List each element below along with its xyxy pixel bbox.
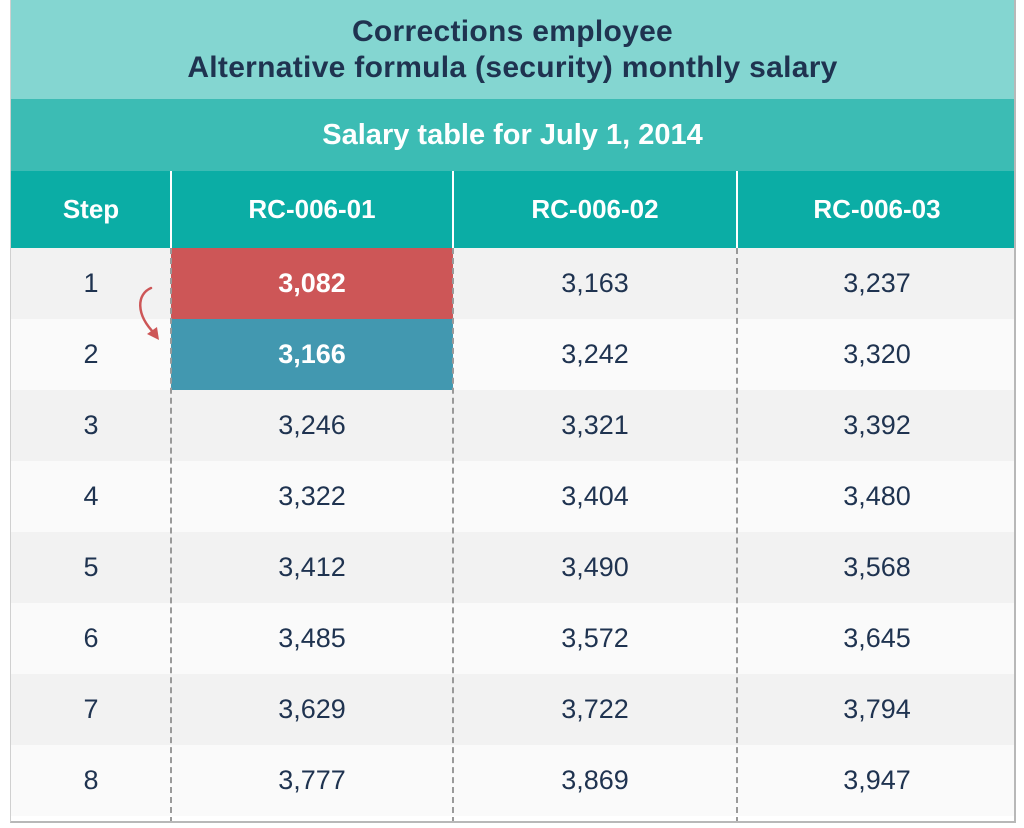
column-divider xyxy=(170,248,172,821)
title-line-1: Corrections employee xyxy=(351,14,674,48)
table-row: 1 3,082 3,163 3,237 xyxy=(11,248,1014,319)
table-row: 4 3,322 3,404 3,480 xyxy=(11,461,1014,532)
step-cell: 3 xyxy=(83,410,99,440)
header-divider xyxy=(170,171,172,248)
salary-cell: 3,322 xyxy=(278,481,346,511)
salary-cell: 3,572 xyxy=(561,623,629,653)
salary-cell: 3,321 xyxy=(561,410,629,440)
title-line-2: Alternative formula (security) monthly s… xyxy=(187,50,838,84)
table-row: 7 3,629 3,722 3,794 xyxy=(11,674,1014,745)
salary-cell: 3,480 xyxy=(843,481,911,511)
header-divider xyxy=(452,171,454,248)
table-row: 8 3,777 3,869 3,947 xyxy=(11,745,1014,816)
salary-cell: 3,163 xyxy=(561,268,629,298)
header-step: Step xyxy=(62,194,120,224)
highlighted-next-cell: 3,166 xyxy=(171,319,453,390)
salary-cell: 3,412 xyxy=(278,552,346,582)
salary-cell: 3,777 xyxy=(278,765,346,795)
salary-cell: 3,794 xyxy=(843,694,911,724)
salary-cell: 3,320 xyxy=(843,339,911,369)
column-divider xyxy=(452,248,454,821)
salary-cell: 3,490 xyxy=(561,552,629,582)
title-band: Corrections employee Alternative formula… xyxy=(11,0,1014,99)
salary-cell: 3,869 xyxy=(561,765,629,795)
table-row: 3 3,246 3,321 3,392 xyxy=(11,390,1014,461)
step-cell: 8 xyxy=(83,765,99,795)
table-header-row: Step RC-006-01 RC-006-02 RC-006-03 xyxy=(11,171,1014,248)
highlighted-current-cell: 3,082 xyxy=(171,248,453,319)
subtitle-band: Salary table for July 1, 2014 xyxy=(11,99,1014,171)
header-rc-006-01: RC-006-01 xyxy=(248,194,376,224)
step-cell: 6 xyxy=(83,623,99,653)
salary-cell: 3,722 xyxy=(561,694,629,724)
salary-cell: 3,947 xyxy=(843,765,911,795)
table-row: 2 3,166 3,242 3,320 xyxy=(11,319,1014,390)
salary-cell: 3,237 xyxy=(843,268,911,298)
step-cell: 4 xyxy=(83,481,99,511)
subtitle: Salary table for July 1, 2014 xyxy=(322,118,703,151)
table-row: 5 3,412 3,490 3,568 xyxy=(11,532,1014,603)
salary-cell: 3,629 xyxy=(278,694,346,724)
header-divider xyxy=(736,171,738,248)
step-increase-arrow-icon xyxy=(129,284,179,354)
header-rc-006-03: RC-006-03 xyxy=(813,194,941,224)
header-rc-006-02: RC-006-02 xyxy=(531,194,659,224)
salary-cell: 3,568 xyxy=(843,552,911,582)
step-cell: 1 xyxy=(83,268,99,298)
salary-cell: 3,404 xyxy=(561,481,629,511)
salary-cell: 3,392 xyxy=(843,410,911,440)
step-cell: 7 xyxy=(83,694,99,724)
salary-cell: 3,645 xyxy=(843,623,911,653)
step-cell: 2 xyxy=(83,339,99,369)
column-divider xyxy=(736,248,738,821)
salary-table-graphic: Corrections employee Alternative formula… xyxy=(10,0,1016,823)
step-cell: 5 xyxy=(83,552,99,582)
table-row: 6 3,485 3,572 3,645 xyxy=(11,603,1014,674)
salary-cell: 3,246 xyxy=(278,410,346,440)
salary-cell: 3,242 xyxy=(561,339,629,369)
salary-cell: 3,485 xyxy=(278,623,346,653)
